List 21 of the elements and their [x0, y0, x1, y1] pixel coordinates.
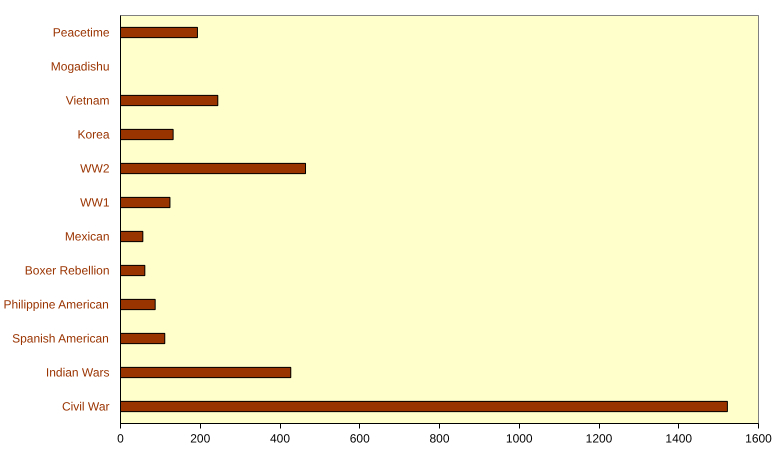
y-tick-label: Mogadishu: [50, 60, 110, 74]
y-tick-label: Boxer Rebellion: [24, 264, 110, 278]
y-tick-label: Korea: [77, 128, 110, 142]
y-tick-label: Spanish American: [12, 332, 109, 346]
x-tick-label: 400: [270, 432, 290, 446]
x-tick-label: 1600: [745, 432, 772, 446]
x-tick-label: 800: [429, 432, 450, 446]
x-tick-label: 1000: [506, 432, 533, 446]
x-tick-label: 1200: [586, 432, 613, 446]
y-tick-label: Peacetime: [52, 26, 110, 40]
x-tick-label: 200: [190, 432, 211, 446]
x-tick-label: 1400: [665, 432, 692, 446]
x-tick-label: 0: [117, 432, 124, 446]
y-tick-label: Vietnam: [66, 94, 110, 108]
x-tick-label: 600: [350, 432, 370, 446]
y-tick-label: Philippine American: [3, 298, 109, 312]
y-tick-label: Mexican: [64, 230, 110, 244]
y-tick-label: WW1: [80, 196, 110, 210]
y-tick-label: Indian Wars: [46, 366, 110, 380]
y-tick-label: Civil War: [62, 400, 110, 414]
y-tick-label: WW2: [80, 162, 110, 176]
